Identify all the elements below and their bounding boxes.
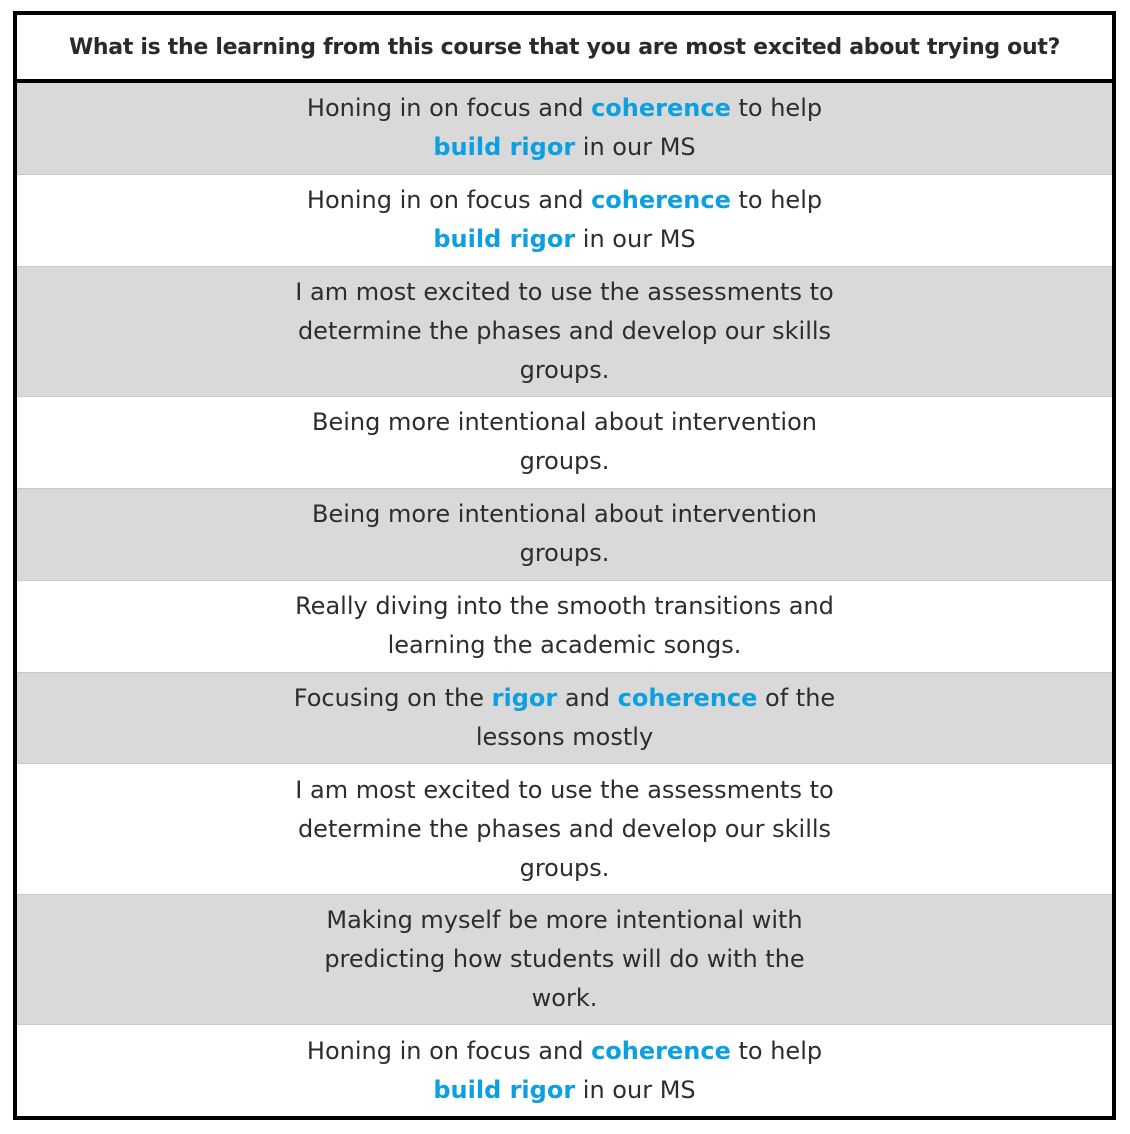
highlighted-term: rigor xyxy=(491,683,558,712)
highlighted-term: coherence xyxy=(591,94,731,123)
table-row: Being more intentional about interventio… xyxy=(17,488,1112,581)
text-segment: learning the academic songs. xyxy=(387,631,742,660)
table-row: Focusing on the rigor and coherence of t… xyxy=(17,672,1112,765)
text-segment: Really diving into the smooth transition… xyxy=(295,592,834,621)
text-segment: work. xyxy=(531,984,598,1012)
text-segment: Focusing on the xyxy=(293,683,492,712)
text-segment: groups. xyxy=(519,355,610,384)
text-segment: in our MS xyxy=(575,1075,696,1104)
text-segment: groups. xyxy=(519,447,610,476)
response-text: Honing in on focus and coherence to help… xyxy=(265,1032,865,1110)
response-line: Focusing on the rigor and coherence of t… xyxy=(265,679,865,718)
response-line: Being more intentional about interventio… xyxy=(265,495,865,534)
response-line: groups. xyxy=(265,442,865,481)
text-segment: groups. xyxy=(519,853,610,882)
response-line: learning the academic songs. xyxy=(265,626,865,665)
response-text: I am most excited to use the assessments… xyxy=(265,771,865,888)
response-line: Being more intentional about interventio… xyxy=(265,403,865,442)
table-row: Honing in on focus and coherence to help… xyxy=(17,83,1112,175)
text-segment: Making myself be more intentional with xyxy=(326,906,803,934)
table-body: Honing in on focus and coherence to help… xyxy=(17,83,1112,1117)
table-row: I am most excited to use the assessments… xyxy=(17,266,1112,398)
table-row: Really diving into the smooth transition… xyxy=(17,580,1112,673)
table-row: Being more intentional about interventio… xyxy=(17,397,1112,489)
text-segment: in our MS xyxy=(575,133,696,162)
text-segment: groups. xyxy=(519,539,610,568)
text-segment: Honing in on focus and xyxy=(306,186,592,215)
response-text: Honing in on focus and coherence to help… xyxy=(265,89,865,167)
response-line: Making myself be more intentional with xyxy=(265,901,865,940)
response-text: Focusing on the rigor and coherence of t… xyxy=(265,679,865,757)
response-text: Being more intentional about interventio… xyxy=(265,403,865,481)
text-segment: in our MS xyxy=(575,225,696,254)
response-text: Honing in on focus and coherence to help… xyxy=(265,181,865,259)
table-row: Making myself be more intentional with pr… xyxy=(17,894,1112,1026)
text-segment: Honing in on focus and xyxy=(306,1036,592,1065)
response-text: Being more intentional about interventio… xyxy=(265,495,865,573)
response-line: groups. xyxy=(265,351,865,390)
text-segment: predicting how students will do with the xyxy=(324,945,805,973)
response-line: build rigor in our MS xyxy=(265,128,865,167)
response-line: determine the phases and develop our ski… xyxy=(265,810,865,849)
text-segment: to help xyxy=(730,1036,823,1065)
response-line: build rigor in our MS xyxy=(265,220,865,259)
response-line: work. xyxy=(265,979,865,1018)
response-text: Really diving into the smooth transition… xyxy=(265,587,865,665)
response-line: build rigor in our MS xyxy=(265,1071,865,1110)
highlighted-term: build rigor xyxy=(433,1075,576,1104)
text-segment: to help xyxy=(730,186,823,215)
text-segment: and xyxy=(557,683,618,712)
response-text: Making myself be more intentional with pr… xyxy=(265,901,865,1018)
response-line: Honing in on focus and coherence to help xyxy=(265,1032,865,1071)
text-segment: of the xyxy=(757,683,836,712)
response-text: I am most excited to use the assessments… xyxy=(265,273,865,390)
text-segment: I am most excited to use the assessments… xyxy=(295,277,834,306)
text-segment: lessons mostly xyxy=(475,722,654,751)
response-line: I am most excited to use the assessments… xyxy=(265,273,865,312)
text-segment: determine the phases and develop our ski… xyxy=(297,316,832,345)
text-segment: Being more intentional about interventio… xyxy=(312,500,817,529)
table-row: Honing in on focus and coherence to help… xyxy=(17,1025,1112,1117)
response-line: groups. xyxy=(265,534,865,573)
text-segment: Being more intentional about interventio… xyxy=(312,408,817,437)
table-row: Honing in on focus and coherence to help… xyxy=(17,174,1112,267)
response-line: I am most excited to use the assessments… xyxy=(265,771,865,810)
highlighted-term: coherence xyxy=(617,683,758,712)
response-line: groups. xyxy=(265,849,865,888)
text-segment: to help xyxy=(730,94,823,123)
response-line: Honing in on focus and coherence to help xyxy=(265,181,865,220)
highlighted-term: coherence xyxy=(591,186,731,215)
text-segment: I am most excited to use the assessments… xyxy=(295,775,834,804)
table-header: What is the learning from this course th… xyxy=(17,15,1112,83)
highlighted-term: build rigor xyxy=(433,133,576,162)
highlighted-term: build rigor xyxy=(433,225,576,254)
highlighted-term: coherence xyxy=(591,1036,731,1065)
response-line: lessons mostly xyxy=(265,718,865,757)
response-line: Honing in on focus and coherence to help xyxy=(265,89,865,128)
response-line: predicting how students will do with the xyxy=(265,940,865,979)
response-line: determine the phases and develop our ski… xyxy=(265,312,865,351)
survey-table: What is the learning from this course th… xyxy=(13,11,1116,1120)
text-segment: Honing in on focus and xyxy=(306,94,592,123)
table-row: I am most excited to use the assessments… xyxy=(17,764,1112,895)
text-segment: determine the phases and develop our ski… xyxy=(297,814,832,843)
response-line: Really diving into the smooth transition… xyxy=(265,587,865,626)
